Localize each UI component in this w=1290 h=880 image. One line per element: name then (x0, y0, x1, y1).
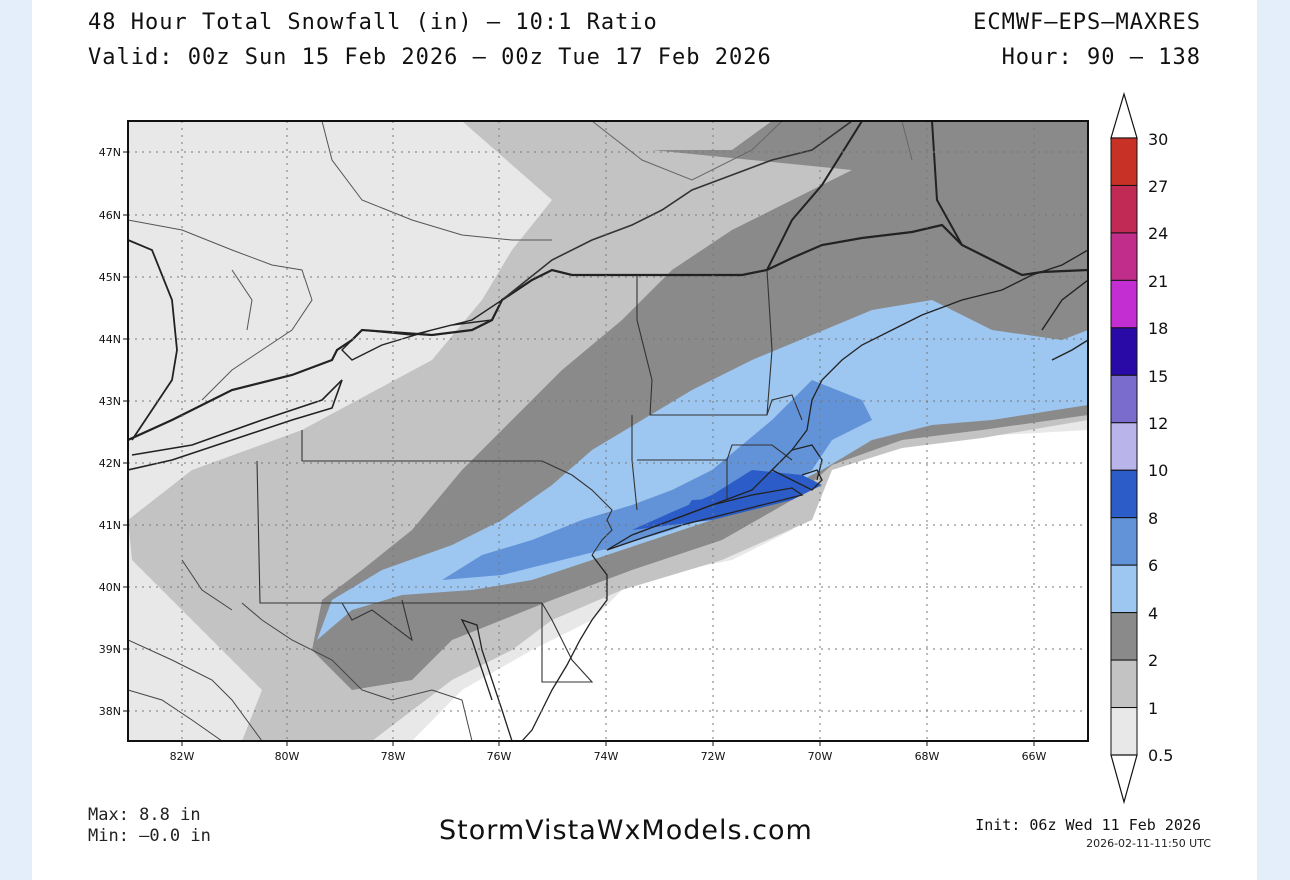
lat-label: 41N (99, 519, 121, 532)
colorbar-label: 4 (1148, 604, 1158, 623)
maine-border (766, 121, 963, 271)
colorbar-label: 18 (1148, 319, 1168, 338)
lon-label: 68W (915, 750, 940, 763)
lat-label: 46N (99, 209, 121, 222)
colorbar-label: 12 (1148, 414, 1168, 433)
geography-lines (128, 121, 1088, 741)
state-borders (256, 269, 803, 683)
lake-erie (128, 379, 343, 471)
lon-label: 80W (275, 750, 300, 763)
atlantic-coastline (460, 554, 608, 741)
lake-ontario (341, 297, 504, 361)
map-card: 48 Hour Total Snowfall (in) – 10:1 Ratio… (32, 0, 1257, 880)
colorbar-box (1110, 422, 1138, 471)
colorbar-label: 10 (1148, 461, 1168, 480)
model-name: ECMWF–EPS–MAXRES (973, 10, 1201, 35)
graticule (128, 121, 1088, 741)
colorbar-top-arrow (1110, 91, 1138, 139)
colorbar-label: 6 (1148, 556, 1158, 575)
colorbar-label: 2 (1148, 651, 1158, 670)
lat-label: 45N (99, 271, 121, 284)
brand-text: StormVistaWxModels.com (439, 815, 813, 846)
lon-label: 74W (594, 750, 619, 763)
lat-label: 38N (99, 705, 121, 718)
longitude-labels: 82W 80W 78W 76W 74W 72W 70W 68W 66W (170, 750, 1047, 763)
colorbar-box (1110, 564, 1138, 614)
colorbar-label: 0.5 (1148, 746, 1173, 765)
valid-period: Valid: 00z Sun 15 Feb 2026 – 00z Tue 17 … (88, 45, 772, 70)
lon-label: 72W (701, 750, 726, 763)
nova-scotia (1041, 279, 1088, 361)
init-time: Init: 06z Wed 11 Feb 2026 (975, 816, 1201, 834)
forecast-hour: Hour: 90 – 138 (1001, 45, 1201, 70)
colorbar-boxes (1110, 137, 1138, 756)
colorbar-label: 24 (1148, 224, 1168, 243)
new-england-coast (671, 249, 1088, 521)
lat-label: 39N (99, 643, 121, 656)
colorbar-label: 1 (1148, 699, 1158, 718)
snowfall-shading (128, 121, 1088, 741)
st-lawrence-river (501, 121, 853, 301)
snowfall-map: 47N 46N 45N 44N 43N 42N 41N 40N 39N 38N … (99, 91, 1173, 805)
colorbar-bottom-arrow (1110, 754, 1138, 805)
generation-timestamp: 2026-02-11-11:50 UTC (1086, 837, 1211, 850)
colorbar-box (1110, 137, 1138, 186)
lat-label: 40N (99, 581, 121, 594)
colorbar-box (1110, 659, 1138, 709)
lon-label: 78W (381, 750, 406, 763)
map-frame (127, 120, 1089, 742)
colorbar-label: 8 (1148, 509, 1158, 528)
colorbar-box (1110, 327, 1138, 376)
lat-label: 47N (99, 146, 121, 159)
map-title: 48 Hour Total Snowfall (in) – 10:1 Ratio (88, 10, 658, 35)
long-island (606, 487, 804, 551)
colorbar-box (1110, 374, 1138, 424)
lon-label: 82W (170, 750, 195, 763)
lon-label: 66W (1022, 750, 1047, 763)
ontario-lines (128, 121, 552, 401)
max-snowfall: Max: 8.8 in (88, 805, 201, 825)
colorbar-label: 27 (1148, 177, 1168, 196)
lat-label: 44N (99, 333, 121, 346)
lat-ticks (123, 151, 128, 712)
min-snowfall: Min: –0.0 in (88, 826, 211, 846)
quebec-lines (591, 121, 913, 181)
lon-label: 76W (487, 750, 512, 763)
colorbar-label: 15 (1148, 367, 1168, 386)
lon-label: 70W (808, 750, 833, 763)
colorbar-box (1110, 279, 1138, 329)
colorbar-label: 21 (1148, 272, 1168, 291)
snow-band-6 (442, 380, 872, 580)
colorbar-labels: 30 27 24 21 18 15 12 10 8 6 4 2 1 0.5 (1148, 130, 1173, 765)
lon-ticks (181, 741, 1035, 746)
colorbar-box (1110, 612, 1138, 661)
lat-label: 43N (99, 395, 121, 408)
colorbar-box (1110, 707, 1138, 756)
latitude-labels: 47N 46N 45N 44N 43N 42N 41N 40N 39N 38N (99, 146, 121, 718)
lat-label: 42N (99, 457, 121, 470)
colorbar-label: 30 (1148, 130, 1168, 149)
international-border (128, 223, 1088, 442)
cape-cod (791, 444, 823, 481)
colorbar-box (1110, 184, 1138, 234)
colorbar: 30 27 24 21 18 15 12 10 8 6 4 2 1 0.5 (1110, 91, 1173, 805)
colorbar-box (1110, 517, 1138, 566)
lake-huron-shore (128, 239, 178, 441)
south-borders (128, 559, 473, 741)
colorbar-box (1110, 232, 1138, 281)
colorbar-box (1110, 469, 1138, 519)
